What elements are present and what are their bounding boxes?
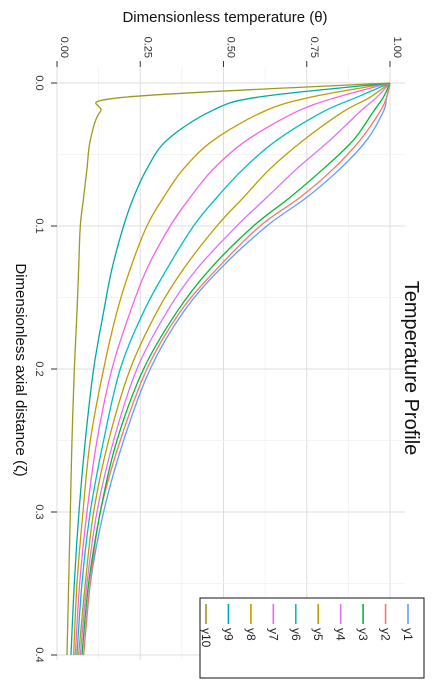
plot-panel xyxy=(57,67,405,660)
legend-label-y1: y1 xyxy=(401,628,415,641)
legend-label-y9: y9 xyxy=(221,628,235,641)
series-line-y6 xyxy=(76,82,391,656)
legend: y1 y2 y3 y4 y5 y6 y7 y8 y9 y10 xyxy=(199,597,425,679)
legend-label-y6: y6 xyxy=(289,628,303,641)
y-tick-label: 0.25 xyxy=(141,37,153,58)
y-tick-label: 0.75 xyxy=(308,37,320,58)
x-tick-label: 0.4 xyxy=(33,647,45,662)
series-line-y3 xyxy=(81,82,391,656)
grid-lines xyxy=(56,67,405,660)
series-line-y9 xyxy=(70,82,391,656)
x-tick-label: 0.1 xyxy=(33,218,45,233)
y-tick-label: 0.50 xyxy=(225,37,237,58)
legend-label-y4: y4 xyxy=(334,628,348,641)
series-line-y5 xyxy=(77,82,391,656)
legend-label-y10: y10 xyxy=(199,628,213,648)
x-tick-label: 0.3 xyxy=(33,504,45,519)
y-tick-label: 1.00 xyxy=(391,37,403,58)
legend-label-y3: y3 xyxy=(356,628,370,641)
legend-label-y5: y5 xyxy=(311,628,325,641)
series-line-y4 xyxy=(79,82,391,656)
series-lines xyxy=(66,82,391,656)
y-tick-label: 0.00 xyxy=(58,37,70,58)
series-line-y7 xyxy=(74,82,391,656)
x-tick-label: 0.2 xyxy=(33,361,45,376)
legend-box xyxy=(199,597,425,679)
legend-label-y2: y2 xyxy=(379,628,393,641)
x-axis-title: Dimensionless axial distance (ζ) xyxy=(12,263,29,476)
legend-label-y7: y7 xyxy=(266,628,280,641)
y-axis-title: Dimensionless temperature (θ) xyxy=(122,9,327,26)
chart-title: Temperature Profile xyxy=(400,281,422,456)
series-line-y8 xyxy=(73,82,391,656)
x-tick-label: 0.0 xyxy=(33,75,45,90)
series-line-y10 xyxy=(66,82,391,656)
legend-label-y8: y8 xyxy=(244,628,258,641)
series-line-y1 xyxy=(82,82,391,656)
axis-ticks: 0.00 0.25 0.50 0.75 1.00 0.0 0.1 0.2 0.3 0.4 xyxy=(33,37,403,663)
